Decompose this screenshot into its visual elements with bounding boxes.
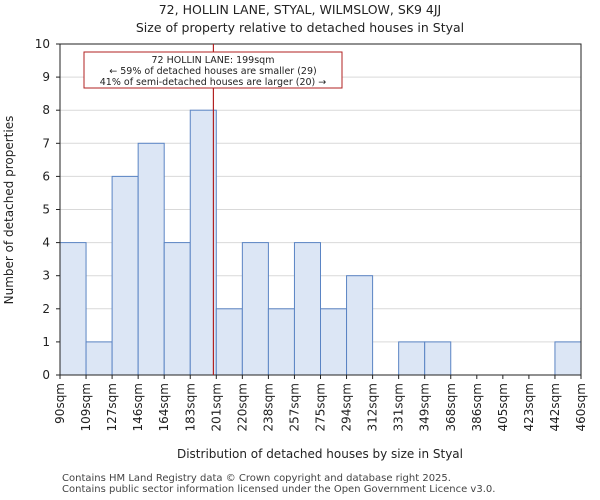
- y-axis-label: Number of detached properties: [2, 116, 16, 305]
- chart: 72, HOLLIN LANE, STYAL, WILMSLOW, SK9 4J…: [2, 2, 588, 461]
- bars: [59, 109, 582, 376]
- x-tick-label: 90sqm: [53, 383, 67, 424]
- x-tick-label: 294sqm: [340, 383, 354, 431]
- annotation-line-1: 72 HOLLIN LANE: 199sqm: [152, 55, 275, 66]
- x-ticks: 90sqm 109sqm 127sqm 146sqm 164sqm 183sqm 201sq…: [53, 375, 588, 431]
- bar: [293, 242, 322, 376]
- bar: [85, 341, 113, 376]
- bar: [554, 341, 582, 376]
- x-tick-label: 312sqm: [366, 383, 380, 431]
- bar: [163, 242, 191, 376]
- bar: [189, 109, 217, 376]
- x-tick-label: 423sqm: [522, 383, 536, 431]
- chart-subtitle: Size of property relative to detached ho…: [136, 20, 464, 35]
- marker-annotation: 72 HOLLIN LANE: 199sqm ← 59% of detached…: [83, 51, 343, 89]
- bar: [320, 308, 348, 376]
- x-tick-label: 164sqm: [157, 383, 171, 431]
- bar: [424, 341, 452, 376]
- x-tick-label: 349sqm: [418, 383, 432, 431]
- y-tick-label: 6: [42, 169, 50, 183]
- x-tick-label: 368sqm: [444, 383, 458, 431]
- x-tick-label: 275sqm: [314, 383, 328, 431]
- bar: [398, 341, 426, 376]
- bar: [137, 142, 165, 376]
- bar: [346, 275, 374, 376]
- chart-title: 72, HOLLIN LANE, STYAL, WILMSLOW, SK9 4J…: [159, 2, 442, 17]
- annotation-line-3: 41% of semi-detached houses are larger (…: [100, 77, 327, 88]
- y-tick-label: 2: [42, 302, 50, 316]
- x-tick-label: 183sqm: [183, 383, 197, 431]
- bar: [241, 242, 269, 376]
- y-tick-label: 7: [42, 136, 50, 150]
- bar: [59, 242, 87, 376]
- bar: [267, 308, 295, 376]
- y-tick-label: 3: [42, 269, 50, 283]
- y-tick-label: 9: [42, 70, 50, 84]
- y-tick-label: 10: [35, 37, 50, 51]
- bar: [215, 308, 243, 376]
- x-tick-label: 442sqm: [548, 383, 562, 431]
- x-tick-label: 460sqm: [574, 383, 588, 431]
- footer-line-1: Contains HM Land Registry data © Crown c…: [62, 473, 451, 484]
- x-tick-label: 220sqm: [235, 383, 249, 431]
- x-tick-label: 257sqm: [287, 383, 301, 431]
- x-tick-label: 127sqm: [105, 383, 119, 431]
- x-tick-label: 331sqm: [392, 383, 406, 431]
- x-tick-label: 405sqm: [496, 383, 510, 431]
- plot-frame: [59, 43, 582, 376]
- x-tick-label: 386sqm: [470, 383, 484, 431]
- y-tick-label: 5: [42, 203, 50, 217]
- annotation-box: [83, 51, 343, 89]
- x-tick-label: 109sqm: [79, 383, 93, 431]
- x-tick-label: 146sqm: [131, 383, 145, 431]
- footer-line-2: Contains public sector information licen…: [62, 484, 496, 495]
- bar: [111, 175, 139, 376]
- y-tick-label: 0: [42, 368, 50, 382]
- x-tick-label: 238sqm: [261, 383, 275, 431]
- y-tick-label: 4: [42, 236, 50, 250]
- x-axis-label: Distribution of detached houses by size …: [177, 447, 463, 461]
- annotation-line-2: ← 59% of detached houses are smaller (29…: [109, 66, 316, 77]
- y-tick-label: 8: [42, 103, 50, 117]
- y-tick-label: 1: [42, 335, 50, 349]
- x-tick-label: 201sqm: [209, 383, 223, 431]
- y-ticks: 0 1 2 3 4 5 6 7 8 9 10: [35, 37, 60, 382]
